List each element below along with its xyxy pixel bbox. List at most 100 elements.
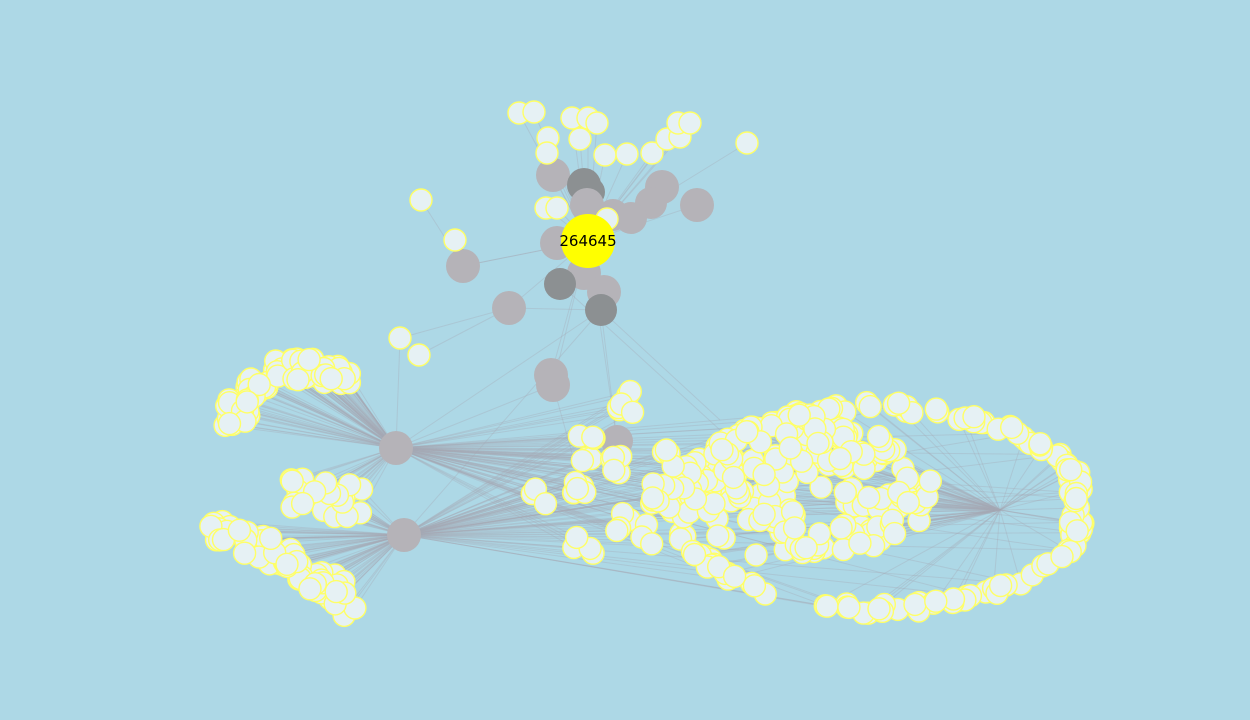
leaf-node-right[interactable]	[829, 516, 853, 540]
leaf-node-right[interactable]	[809, 475, 833, 499]
hub-node[interactable]	[446, 249, 480, 283]
leaf-node-center[interactable]	[565, 525, 589, 550]
leaf-node-right[interactable]	[806, 431, 830, 456]
leaf-node-right[interactable]	[867, 597, 891, 621]
leaf-node-right[interactable]	[833, 480, 857, 504]
leaf-node-right[interactable]	[815, 594, 839, 618]
leaf-node-right[interactable]	[924, 397, 948, 421]
leaf-node-top[interactable]	[735, 131, 759, 155]
leaf-node-right[interactable]	[857, 485, 881, 510]
hub-node[interactable]	[570, 188, 604, 222]
leaf-node-top[interactable]	[443, 228, 467, 252]
leaf-node-right[interactable]	[778, 436, 802, 460]
leaf-node-left-lower[interactable]	[324, 579, 348, 604]
leaf-node-top[interactable]	[585, 111, 609, 135]
leaf-node-right[interactable]	[742, 574, 767, 598]
edge-left-lower	[294, 534, 405, 566]
leaf-node-left-upper[interactable]	[319, 367, 343, 391]
edge-center	[403, 502, 652, 536]
edge-center	[403, 534, 574, 548]
leaf-node-top[interactable]	[593, 143, 617, 167]
leaf-node-top[interactable]	[640, 141, 664, 165]
leaf-node-right[interactable]	[903, 592, 927, 617]
leaf-node-right[interactable]	[858, 394, 882, 419]
graph-edge	[395, 384, 554, 449]
leaf-node-right[interactable]	[782, 516, 807, 540]
leaf-node-left-mid[interactable]	[280, 469, 304, 493]
leaf-node-center[interactable]	[570, 448, 595, 473]
leaf-node-left-lower[interactable]	[298, 577, 322, 601]
leaf-node-right[interactable]	[722, 564, 747, 588]
leaf-node-center[interactable]	[602, 458, 626, 482]
leaf-node-right[interactable]	[787, 403, 811, 427]
edge-right	[999, 509, 1022, 585]
leaf-node-center[interactable]	[565, 476, 590, 501]
leaf-node-right[interactable]	[794, 536, 818, 560]
leaf-node-top[interactable]	[615, 142, 639, 166]
leaf-node-right[interactable]	[735, 420, 759, 444]
leaf-node-top[interactable]	[678, 111, 702, 135]
leaf-node-right[interactable]	[882, 521, 907, 546]
hub-node[interactable]	[544, 268, 576, 300]
leaf-node-top[interactable]	[522, 100, 546, 124]
leaf-node-right[interactable]	[1050, 544, 1074, 569]
leaf-node-left-upper[interactable]	[286, 368, 310, 392]
leaf-node-center[interactable]	[620, 400, 645, 424]
focus-node-group[interactable]: 264645	[559, 214, 617, 268]
edge-center	[395, 447, 587, 459]
leaf-node-top[interactable]	[545, 196, 569, 220]
leaf-node-center[interactable]	[640, 532, 664, 556]
leaf-node-left-upper[interactable]	[235, 390, 259, 414]
leaf-node-right[interactable]	[837, 595, 861, 620]
hub-node[interactable]	[536, 368, 570, 402]
leaf-node-right[interactable]	[988, 573, 1013, 598]
leaf-node-left-upper[interactable]	[247, 372, 271, 397]
leaf-node-top[interactable]	[409, 188, 433, 212]
leaf-node-center[interactable]	[533, 492, 558, 516]
leaf-node-left-lower[interactable]	[275, 552, 299, 576]
leaf-node-right[interactable]	[886, 391, 911, 415]
hub-node-left-upper[interactable]	[379, 431, 413, 465]
leaf-node-left-lower[interactable]	[259, 526, 283, 550]
leaf-node-center[interactable]	[605, 518, 629, 543]
leaf-node-left-lower[interactable]	[227, 518, 252, 542]
leaf-node-right[interactable]	[1065, 519, 1089, 543]
leaf-node-right[interactable]	[744, 543, 768, 567]
leaf-node-right[interactable]	[866, 424, 891, 449]
leaf-node-right[interactable]	[752, 502, 776, 526]
hub-node[interactable]	[536, 158, 570, 192]
hub-node[interactable]	[680, 188, 714, 222]
leaf-node-right[interactable]	[710, 438, 734, 462]
leaf-node-right[interactable]	[1064, 486, 1088, 511]
leaf-node-right[interactable]	[1000, 415, 1024, 440]
leaf-node-right[interactable]	[721, 465, 746, 490]
leaf-node-top[interactable]	[568, 127, 592, 151]
leaf-node-left-upper[interactable]	[297, 347, 321, 372]
hub-node[interactable]	[492, 291, 526, 325]
hub-node-left-lower[interactable]	[387, 518, 421, 552]
leaf-node-top[interactable]	[407, 343, 431, 367]
leaf-node-right[interactable]	[962, 405, 986, 429]
leaf-node-right[interactable]	[682, 542, 707, 567]
leaf-node-top[interactable]	[388, 326, 412, 350]
leaf-node-top[interactable]	[535, 141, 559, 165]
hub-node[interactable]	[585, 294, 617, 326]
focus-node[interactable]	[561, 214, 615, 268]
leaf-node-right[interactable]	[828, 446, 852, 471]
leaf-node-right[interactable]	[706, 524, 730, 548]
leaf-node-left-mid[interactable]	[290, 491, 315, 516]
leaf-node-right[interactable]	[1058, 458, 1083, 482]
leaf-node-center[interactable]	[641, 486, 665, 510]
leaf-node-right[interactable]	[1028, 432, 1052, 456]
leaf-node-right[interactable]	[918, 469, 942, 493]
leaf-node-right[interactable]	[752, 462, 776, 487]
edge-center	[403, 457, 587, 536]
leaf-node-left-upper[interactable]	[217, 411, 242, 436]
edge-right	[869, 406, 1001, 511]
leaf-node-right[interactable]	[896, 490, 920, 515]
leaf-node-center[interactable]	[654, 438, 678, 462]
leaf-node-left-lower[interactable]	[232, 541, 257, 565]
leaf-node-right[interactable]	[924, 589, 948, 613]
leaf-node-right[interactable]	[848, 531, 872, 555]
leaf-node-center[interactable]	[581, 425, 605, 449]
